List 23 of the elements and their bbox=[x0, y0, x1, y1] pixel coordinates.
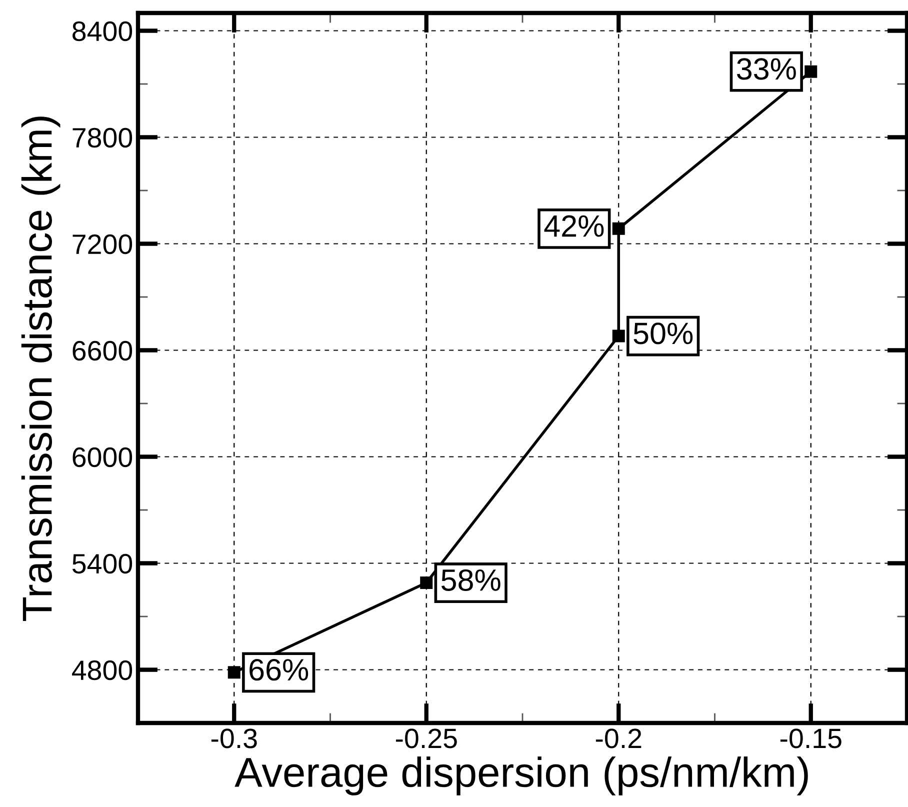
y-axis-title: Transmission distance (km) bbox=[21, 116, 60, 621]
x-tick-label: -0.15 bbox=[780, 728, 842, 748]
annotation: 58% bbox=[441, 569, 500, 591]
x-axis-title: Average dispersion (ps/nm/km) bbox=[234, 756, 808, 796]
y-tick-label: 7200 bbox=[72, 234, 132, 254]
x-tick-label: -0.3 bbox=[211, 728, 257, 748]
y-tick-label: 6000 bbox=[72, 447, 132, 468]
y-tick-label: 8400 bbox=[72, 21, 132, 42]
point bbox=[612, 222, 625, 235]
x-tick-label: -0.25 bbox=[396, 728, 457, 748]
annotation: 50% bbox=[634, 322, 693, 344]
annotation: 66% bbox=[250, 658, 308, 681]
annotation: 42% bbox=[544, 215, 604, 237]
y-tick-label: 4800 bbox=[72, 660, 132, 680]
annotation: 33% bbox=[736, 58, 796, 80]
y-tick-label: 5400 bbox=[72, 554, 132, 574]
point bbox=[228, 666, 240, 679]
x-tick-label: -0.2 bbox=[596, 728, 642, 748]
y-tick-label: 7800 bbox=[72, 128, 132, 148]
y-tick-label: 6600 bbox=[72, 340, 132, 361]
point bbox=[612, 330, 625, 342]
point bbox=[804, 65, 818, 78]
point bbox=[420, 576, 433, 590]
